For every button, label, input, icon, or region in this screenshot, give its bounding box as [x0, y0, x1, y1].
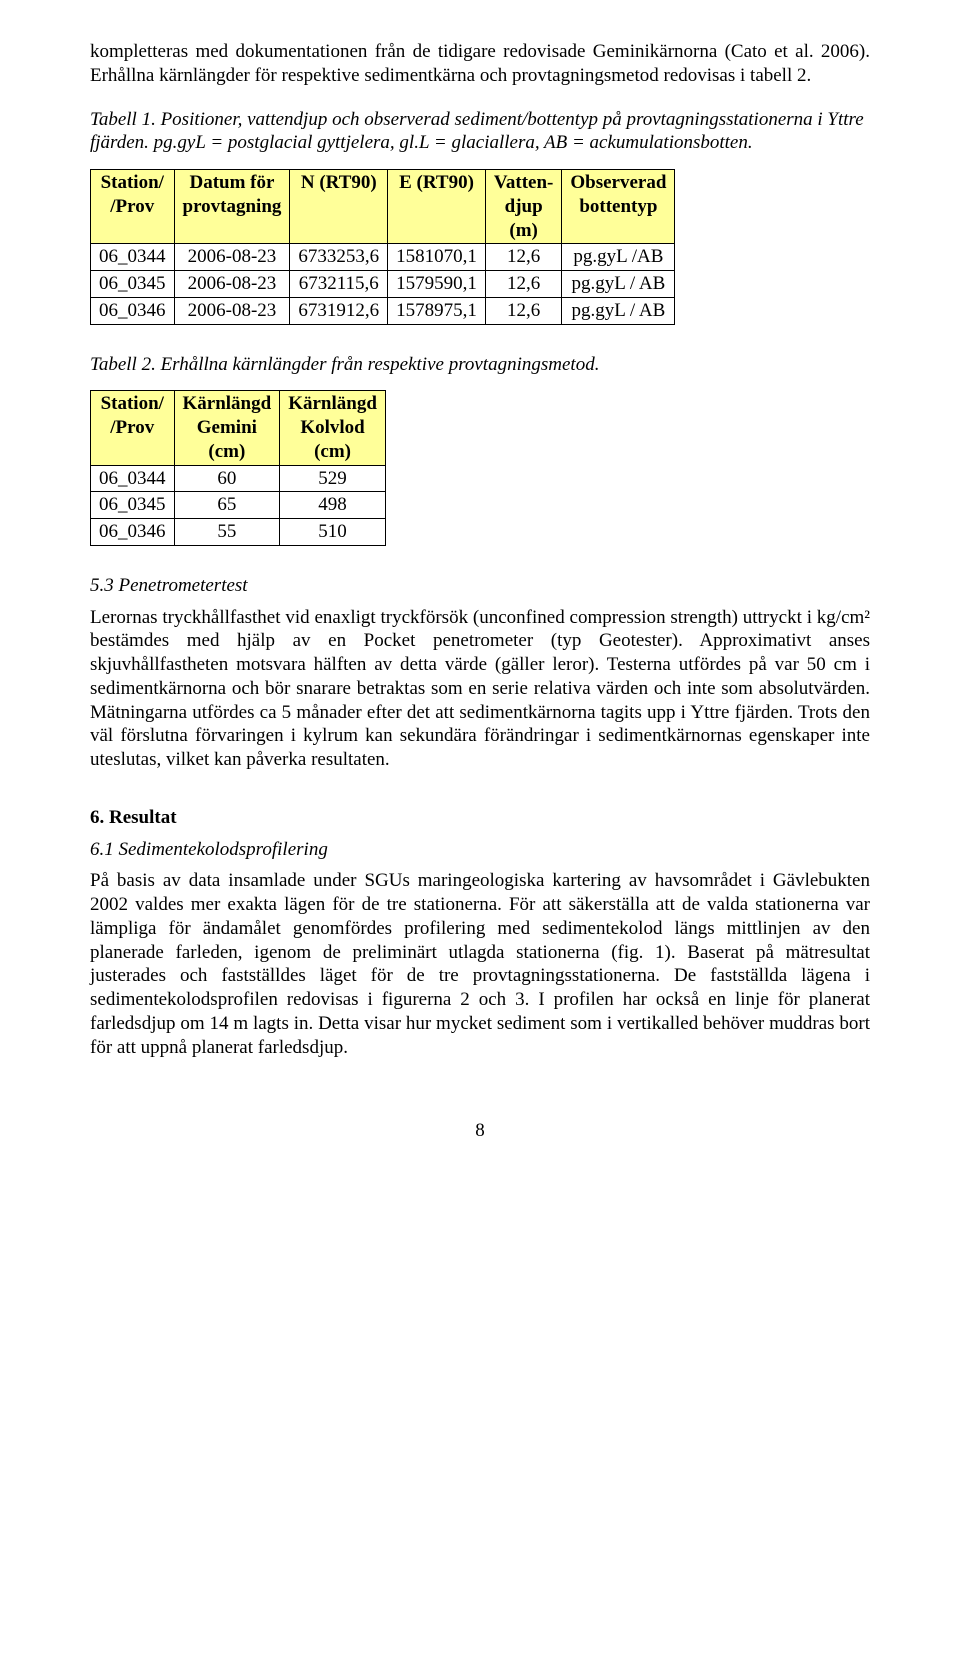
cell: 12,6 [485, 297, 561, 324]
th-text: E (RT90) [399, 172, 474, 193]
cell: 06_0345 [91, 271, 175, 298]
table-2: Station/ /Prov Kärnlängd Gemini (cm) Kär… [90, 390, 386, 546]
section-5-3-body: Lerornas tryckhållfasthet vid enaxligt t… [90, 606, 870, 772]
table-row: 06_0346 2006-08-23 6731912,6 1578975,1 1… [91, 297, 675, 324]
th-text: Station/ /Prov [101, 172, 164, 217]
table-row: 06_0345 2006-08-23 6732115,6 1579590,1 1… [91, 271, 675, 298]
table-row: Station/ /Prov Kärnlängd Gemini (cm) Kär… [91, 391, 386, 465]
th-date: Datum för provtagning [174, 170, 290, 244]
cell: 06_0346 [91, 297, 175, 324]
page-number: 8 [90, 1119, 870, 1143]
section-5-3-title: 5.3 Penetrometertest [90, 574, 870, 598]
th-text: Station/ /Prov [101, 393, 164, 438]
cell: 2006-08-23 [174, 271, 290, 298]
cell: 06_0344 [91, 465, 175, 492]
table-row: 06_0346 55 510 [91, 519, 386, 546]
cell: 6731912,6 [290, 297, 388, 324]
section-6-1-body: På basis av data insamlade under SGUs ma… [90, 869, 870, 1059]
th-text: Vatten- djup (m) [494, 172, 553, 241]
section-6-title: 6. Resultat [90, 806, 870, 830]
table1-caption: Tabell 1. Positioner, vattendjup och obs… [90, 108, 870, 156]
cell: 12,6 [485, 271, 561, 298]
th-n: N (RT90) [290, 170, 388, 244]
cell: 60 [174, 465, 280, 492]
cell: 65 [174, 492, 280, 519]
th-depth: Vatten- djup (m) [485, 170, 561, 244]
cell: pg.gyL / AB [562, 297, 675, 324]
cell: 498 [280, 492, 386, 519]
table2-caption: Tabell 2. Erhållna kärnlängder från resp… [90, 353, 870, 377]
th-text: N (RT90) [301, 172, 377, 193]
cell: 12,6 [485, 244, 561, 271]
table-1: Station/ /Prov Datum för provtagning N (… [90, 169, 675, 325]
cell: 55 [174, 519, 280, 546]
page-container: kompletteras med dokumentationen från de… [0, 0, 960, 1183]
cell: 06_0345 [91, 492, 175, 519]
th-e: E (RT90) [388, 170, 486, 244]
cell: 1581070,1 [388, 244, 486, 271]
cell: 2006-08-23 [174, 244, 290, 271]
th-station: Station/ /Prov [91, 170, 175, 244]
cell: 6733253,6 [290, 244, 388, 271]
th-bottom: Observerad bottentyp [562, 170, 675, 244]
cell: 1579590,1 [388, 271, 486, 298]
cell: 510 [280, 519, 386, 546]
th-text: Observerad bottentyp [570, 172, 666, 217]
cell: pg.gyL / AB [562, 271, 675, 298]
cell: 6732115,6 [290, 271, 388, 298]
cell: 06_0344 [91, 244, 175, 271]
cell: 2006-08-23 [174, 297, 290, 324]
th-text: Kärnlängd Gemini (cm) [183, 393, 272, 462]
table-row: Station/ /Prov Datum för provtagning N (… [91, 170, 675, 244]
cell: pg.gyL /AB [562, 244, 675, 271]
intro-paragraph: kompletteras med dokumentationen från de… [90, 40, 870, 88]
table-row: 06_0345 65 498 [91, 492, 386, 519]
table-row: 06_0344 60 529 [91, 465, 386, 492]
cell: 06_0346 [91, 519, 175, 546]
th-text: Datum för provtagning [183, 172, 282, 217]
cell: 529 [280, 465, 386, 492]
th-kolvlod: Kärnlängd Kolvlod (cm) [280, 391, 386, 465]
th-gemini: Kärnlängd Gemini (cm) [174, 391, 280, 465]
table-row: 06_0344 2006-08-23 6733253,6 1581070,1 1… [91, 244, 675, 271]
th-text: Kärnlängd Kolvlod (cm) [288, 393, 377, 462]
cell: 1578975,1 [388, 297, 486, 324]
th-station: Station/ /Prov [91, 391, 175, 465]
section-6-1-title: 6.1 Sedimentekolodsprofilering [90, 838, 870, 862]
